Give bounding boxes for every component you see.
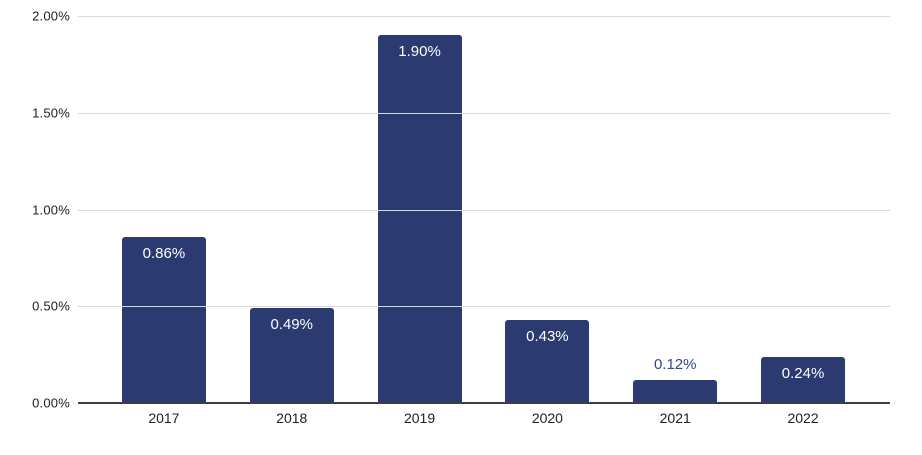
y-tick-label: 1.50%	[32, 105, 70, 121]
bar-2017: 0.86%	[121, 236, 206, 403]
bar-slot: 0.12%	[611, 16, 739, 403]
bar-slot: 0.86%	[100, 16, 228, 403]
gridline	[78, 209, 890, 211]
bar-2018: 0.49%	[249, 308, 334, 403]
bars-row: 0.86% 0.49% 1.90% 0.43% 0.12% 0.24%	[100, 16, 867, 403]
plot-area: 0.86% 0.49% 1.90% 0.43% 0.12% 0.24%	[78, 16, 890, 404]
y-tick-label: 0.50%	[32, 298, 70, 314]
x-tick-label: 2017	[148, 410, 180, 426]
bar-value-label: 1.90%	[398, 43, 441, 61]
bar-value-label: 0.12%	[653, 355, 697, 373]
bar-value-label: 0.49%	[270, 316, 313, 334]
x-tick-label: 2018	[276, 410, 308, 426]
y-tick-label: 0.00%	[32, 395, 70, 411]
x-axis-line	[78, 402, 890, 404]
bar-slot: 0.24%	[739, 16, 867, 403]
gridline	[78, 16, 890, 17]
bar-value-label: 0.24%	[781, 364, 825, 382]
bar-slot: 0.49%	[228, 16, 356, 403]
y-tick-label: 2.00%	[32, 8, 70, 24]
x-tick-label: 2022	[787, 410, 819, 426]
bar-value-label: 0.86%	[142, 244, 186, 262]
x-tick-label: 2019	[403, 410, 436, 426]
bar-slot: 1.90%	[356, 16, 484, 403]
x-axis-labels: 2017 2018 2019 2020 2021 2022	[100, 410, 867, 426]
gridline	[78, 112, 890, 114]
bar-value-label: 0.43%	[526, 327, 569, 345]
bar-2021: 0.12%	[633, 356, 718, 403]
y-axis: 0.00% 0.50% 1.00% 1.50% 2.00%	[0, 0, 70, 455]
gridline	[78, 306, 890, 308]
bar-2022: 0.24%	[761, 356, 846, 403]
x-tick-label: 2020	[531, 410, 563, 426]
x-tick-label: 2021	[659, 410, 691, 426]
bar-slot: 0.43%	[483, 16, 611, 403]
y-tick-label: 1.00%	[32, 202, 70, 217]
bar-2020: 0.43%	[505, 319, 590, 403]
bar-2019: 1.90%	[377, 35, 462, 403]
